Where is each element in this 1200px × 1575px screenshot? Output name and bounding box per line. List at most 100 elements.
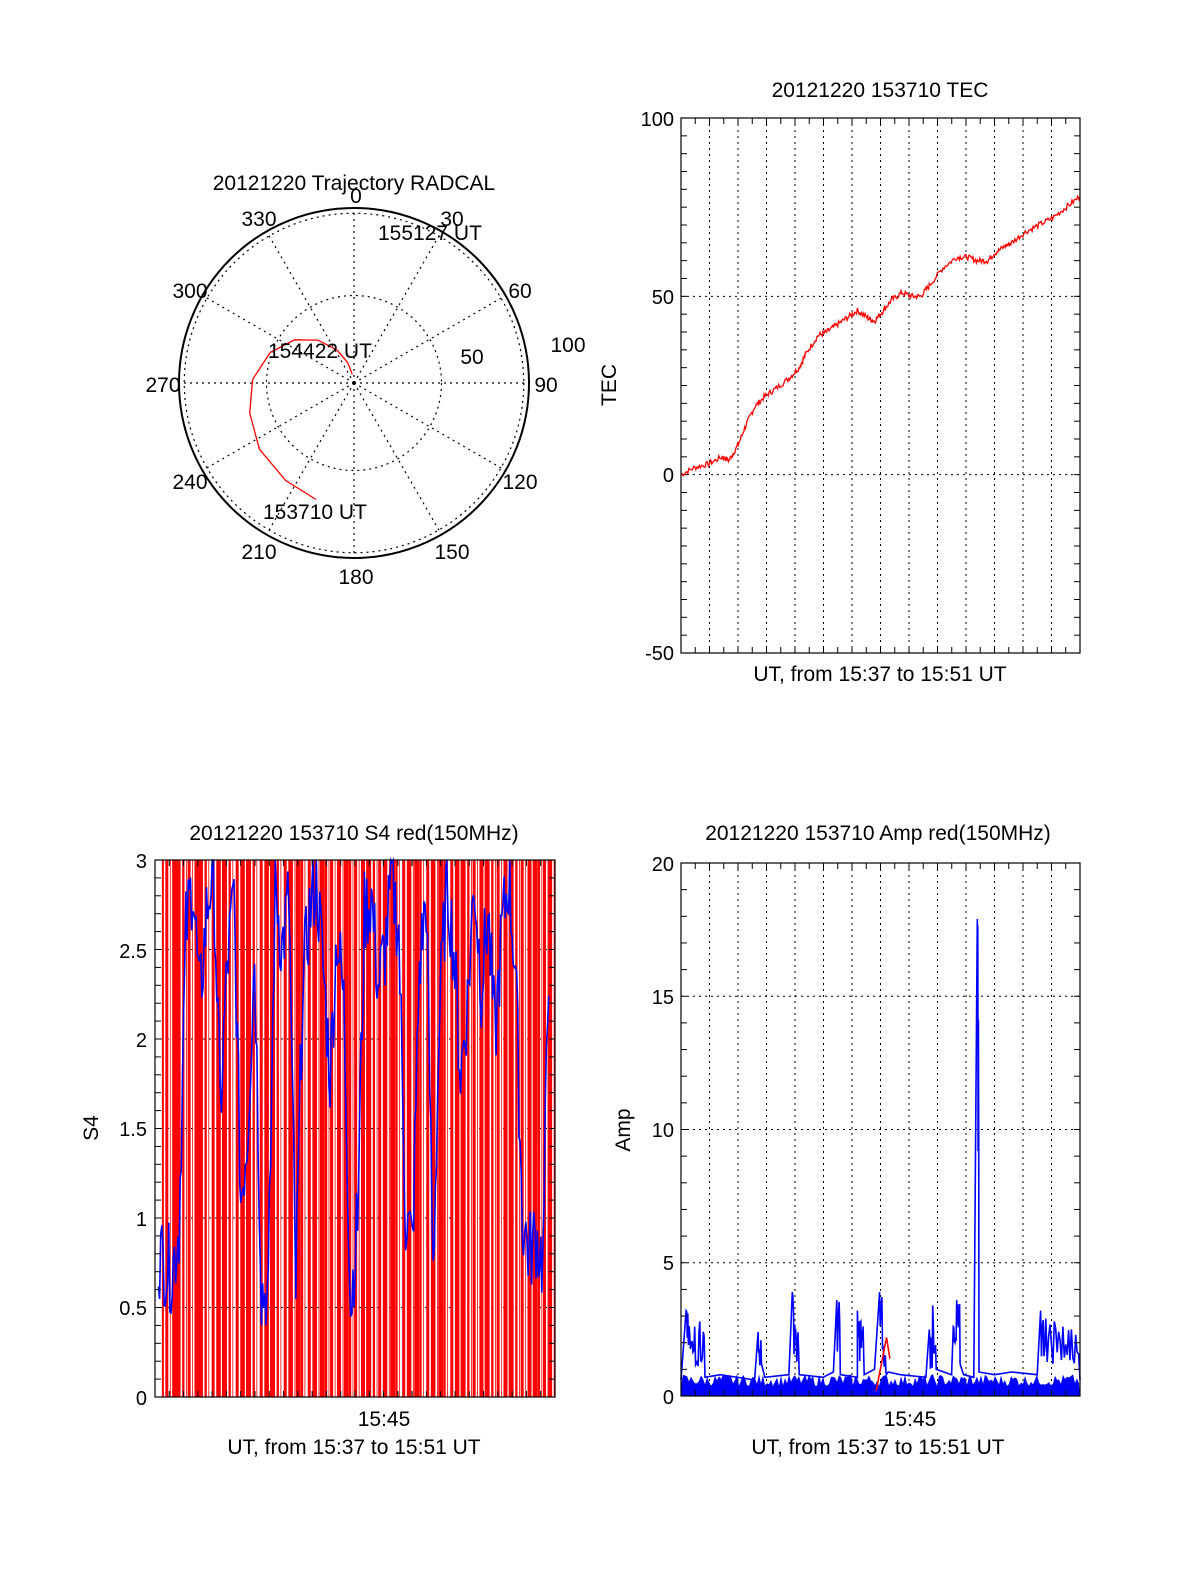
tec-ytick-0: 0 — [663, 465, 674, 487]
tec-ytick-50: 50 — [652, 287, 674, 309]
polar-spoke-120 — [353, 382, 506, 472]
s4-ytick-1.5: 1.5 — [119, 1119, 147, 1141]
polar-angle-label: 180 — [338, 566, 373, 589]
s4-red-spike — [264, 860, 269, 1397]
s4-red-spike — [460, 860, 466, 1397]
s4-red-spike — [515, 860, 518, 1397]
s4-red-spike — [383, 860, 388, 1397]
polar-angle-label: 0 — [350, 185, 362, 208]
s4-red-spike — [419, 860, 422, 1397]
s4-red-spike — [537, 860, 540, 1397]
s4-red-spike — [438, 860, 444, 1397]
s4-red-spike — [172, 860, 177, 1397]
polar-title: 20121220 Trajectory RADCAL — [213, 172, 496, 195]
s4-red-spike — [354, 860, 358, 1397]
polar-spoke-330 — [265, 231, 355, 384]
s4-red-spike — [491, 860, 494, 1397]
polar-radial-label-50: 50 — [460, 346, 483, 369]
polar-angle-label: 210 — [241, 541, 276, 564]
amp-red-series-line — [875, 1337, 891, 1391]
s4-red-spike — [276, 860, 279, 1397]
polar-spoke-300 — [202, 294, 355, 384]
s4-red-spike — [348, 860, 351, 1397]
amp-ytick-0: 0 — [663, 1387, 674, 1409]
s4-red-spike — [197, 860, 203, 1397]
s4-red-spike — [228, 860, 231, 1397]
polar-angle-label: 150 — [434, 541, 469, 564]
polar-spoke-240 — [202, 382, 355, 472]
s4-red-spike — [527, 860, 532, 1397]
s4-red-spike — [520, 860, 524, 1397]
polar-outer-circle — [178, 207, 530, 559]
s4-red-spike — [395, 860, 398, 1397]
s4-red-spike — [319, 860, 325, 1397]
s4-red-spike — [235, 860, 239, 1397]
polar-trajectory-chart: 20121220 Trajectory RADCAL 0 30 60 90 120 150… — [145, 172, 585, 589]
s4-ytick-1: 1 — [136, 1209, 147, 1231]
polar-angle-label: 300 — [172, 280, 207, 303]
s4-xlabel: UT, from 15:37 to 15:51 UT — [227, 1436, 480, 1459]
s4-red-spike — [216, 860, 221, 1397]
amp-chart: 20121220 153710 Amp red(150MHz) 20 15 10… — [612, 822, 1081, 1459]
polar-angle-label: 240 — [172, 471, 207, 494]
s4-red-spike — [161, 860, 164, 1397]
s4-ytick-0.5: 0.5 — [119, 1298, 147, 1320]
s4-blue-series-line — [157, 856, 550, 1326]
polar-annotation-start: 153710 UT — [263, 501, 367, 524]
s4-red-spike — [165, 860, 169, 1397]
s4-red-spike — [330, 860, 334, 1397]
s4-red-spike — [407, 860, 412, 1397]
polar-spoke-30 — [353, 231, 443, 384]
s4-ylabel: S4 — [80, 1115, 103, 1141]
s4-red-spike — [373, 860, 376, 1397]
s4-red-spike — [472, 860, 476, 1397]
s4-red-spike — [175, 860, 181, 1397]
polar-spoke-150 — [353, 382, 443, 535]
s4-red-spike — [211, 860, 215, 1397]
s4-red-spike — [307, 860, 311, 1397]
s4-red-spike — [450, 860, 454, 1397]
tec-ytick-neg50: -50 — [645, 643, 674, 665]
s4-red-spike — [366, 860, 372, 1397]
amp-title: 20121220 153710 Amp red(150MHz) — [705, 822, 1051, 845]
tec-ticks — [680, 117, 1081, 654]
tec-xlabel: UT, from 15:37 to 15:51 UT — [753, 663, 1006, 686]
tec-chart: 20121220 153710 TEC 100 50 0 -50 TEC UT,… — [598, 79, 1081, 686]
s4-red-spike — [187, 860, 191, 1397]
polar-ring-0 — [265, 294, 443, 472]
s4-red-spike — [479, 860, 484, 1397]
amp-plot-frame — [680, 862, 1081, 1397]
s4-red-spike — [484, 860, 490, 1397]
s4-red-spike — [252, 860, 255, 1397]
s4-red-spike — [503, 860, 508, 1397]
amp-ticks — [680, 862, 1081, 1397]
polar-trajectory-line — [249, 339, 353, 501]
s4-red-spike — [182, 860, 185, 1397]
amp-ytick-15: 15 — [652, 987, 674, 1009]
amp-xlabel: UT, from 15:37 to 15:51 UT — [751, 1436, 1004, 1459]
s4-title: 20121220 153710 S4 red(150MHz) — [189, 822, 518, 845]
polar-grid — [179, 208, 529, 558]
s4-red-spike — [496, 860, 500, 1397]
polar-annotation-mid: 154422 UT — [268, 340, 372, 363]
polar-angle-label: 120 — [502, 471, 537, 494]
s4-chart: 20121220 153710 S4 red(150MHz) 3 2.5 2 1… — [80, 822, 556, 1459]
amp-ytick-5: 5 — [663, 1253, 674, 1275]
s4-red-spike — [426, 860, 430, 1397]
s4-ytick-3: 3 — [136, 851, 147, 873]
polar-spoke-210 — [265, 382, 355, 535]
s4-red-spike — [467, 860, 470, 1397]
s4-red-spike — [443, 860, 446, 1397]
tec-ytick-100: 100 — [641, 109, 674, 131]
s4-red-spike — [312, 860, 317, 1397]
polar-angle-label: 90 — [534, 374, 557, 397]
tec-plot-frame — [680, 117, 1081, 654]
s4-red-spike — [532, 860, 538, 1397]
s4-red-spike — [390, 860, 396, 1397]
s4-red-spike — [378, 860, 382, 1397]
s4-red-spike — [283, 860, 287, 1397]
polar-angle-label: 270 — [145, 374, 180, 397]
amp-ytick-10: 10 — [652, 1120, 674, 1142]
s4-xtick-1545: 15:45 — [358, 1408, 411, 1431]
